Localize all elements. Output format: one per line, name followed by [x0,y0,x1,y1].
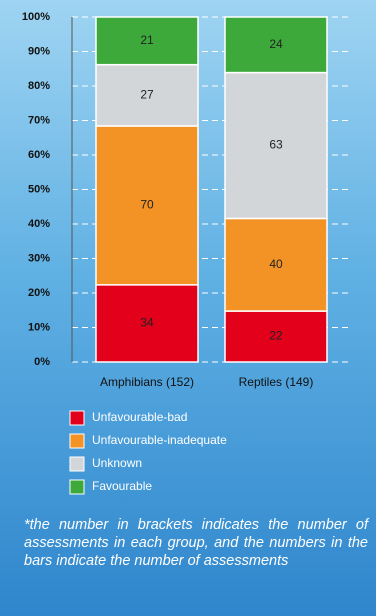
legend-swatch [69,433,85,449]
bar-segment [95,16,199,66]
bar-segment [224,310,328,363]
data-label: 22 [269,329,283,343]
legend-swatch [69,479,85,495]
legend-label: Unknown [92,456,142,470]
legend-swatch [69,410,85,426]
legend-label: Favourable [92,479,152,493]
y-tick-label: 50% [28,183,50,195]
bar-segment [95,284,199,363]
legend-label: Unfavourable-bad [92,410,187,424]
bar-segment [224,16,328,74]
x-tick-label: Amphibians (152) [100,375,194,389]
data-label: 63 [269,138,283,152]
y-tick-label: 90% [28,45,50,57]
footnote: *the number in brackets indicates the nu… [24,517,368,569]
bar-segment [95,125,199,286]
bar-segment [95,63,199,127]
bar-segment [224,71,328,220]
y-tick-label: 60% [28,149,50,161]
y-tick-label: 80% [28,80,50,92]
y-tick-label: 0% [34,356,50,368]
data-label: 21 [140,33,154,47]
y-tick-label: 70% [28,114,50,126]
y-tick-label: 20% [28,287,50,299]
y-tick-label: 40% [28,218,50,230]
data-label: 27 [140,87,154,101]
data-label: 40 [269,257,283,271]
data-label: 24 [269,37,283,51]
y-tick-label: 100% [22,11,50,23]
chart: 0% 10% 20% 30% 40% 50% 60% 70% 80% 90% 100% 34 70 27 2… [21,10,328,495]
y-tick-label: 30% [28,252,50,264]
legend-swatch [69,456,85,472]
x-tick-label: Reptiles (149) [239,375,314,389]
data-label: 70 [140,198,154,212]
y-tick-label: 10% [28,321,50,333]
bar-segment [224,217,328,312]
legend-label: Unfavourable-inadequate [92,433,227,447]
data-label: 34 [140,316,154,330]
